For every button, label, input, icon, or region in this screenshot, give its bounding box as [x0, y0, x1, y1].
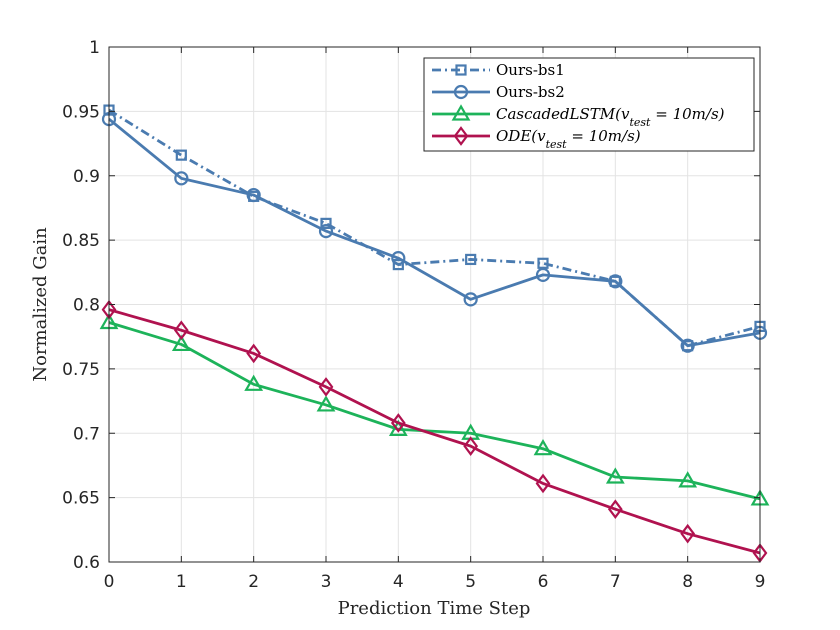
y-tick-label: 0.75	[62, 360, 100, 380]
x-tick-label: 2	[248, 572, 259, 592]
y-axis-label: Normalized Gain	[30, 227, 51, 382]
data-point	[680, 338, 695, 353]
series-3	[99, 312, 770, 506]
x-tick-label: 3	[321, 572, 332, 592]
data-point	[175, 149, 187, 161]
x-tick-label: 9	[755, 572, 766, 592]
y-tick-label: 0.9	[73, 167, 100, 187]
legend-marker	[453, 84, 469, 100]
series-line	[108, 108, 761, 348]
data-point	[174, 171, 189, 186]
x-tick-label: 4	[393, 572, 404, 592]
data-point	[390, 413, 406, 433]
data-point	[248, 190, 260, 202]
series-line	[108, 321, 761, 501]
axis-ticks: 0 1 2 3 4 5 6 7 8 9 0.6 0.65 0.7 0.75 0.8 0.85 0.9 0.95 1	[62, 38, 765, 592]
legend-marker	[451, 104, 471, 121]
x-tick-label: 8	[682, 572, 693, 592]
legend-entry: CascadedLSTM(vtest = 10m/s)	[432, 104, 725, 129]
y-tick-label: 0.65	[62, 489, 100, 509]
data-point	[316, 395, 336, 412]
data-point	[463, 292, 478, 307]
y-tick-label: 1	[89, 38, 100, 58]
x-tick-label: 1	[176, 572, 187, 592]
legend-label: Ours-bs2	[496, 83, 565, 101]
legend-marker	[455, 64, 467, 76]
data-point	[535, 473, 551, 494]
x-axis-label: Prediction Time Step	[338, 598, 531, 619]
x-tick-label: 5	[465, 572, 476, 592]
legend-label: Ours-bs1	[496, 61, 565, 79]
legend-label: CascadedLSTM(vtest = 10m/s)	[496, 105, 725, 129]
data-point	[388, 419, 408, 436]
data-point	[392, 258, 404, 271]
data-point	[678, 471, 698, 488]
y-tick-label: 0.6	[73, 553, 100, 573]
data-point	[318, 224, 334, 239]
legend: Ours-bs1 Ours-bs2 CascadedLSTM(vtest = 10m…	[423, 57, 755, 152]
data-point	[463, 436, 479, 456]
legend-entry: Ours-bs1	[432, 61, 565, 79]
data-point	[537, 257, 549, 269]
x-tick-label: 0	[104, 572, 115, 592]
data-point	[605, 467, 625, 484]
y-tick-label: 0.85	[62, 231, 100, 251]
data-point	[608, 274, 623, 289]
legend-entry: ODE(vtest = 10m/s)	[432, 126, 641, 151]
data-point	[607, 499, 623, 520]
data-point	[246, 343, 262, 364]
y-tick-label: 0.7	[73, 424, 100, 444]
data-point	[320, 217, 332, 229]
legend-entry: Ours-bs2	[432, 83, 565, 101]
legend-label: ODE(vtest = 10m/s)	[496, 127, 641, 151]
series-line	[108, 118, 761, 348]
y-tick-label: 0.8	[73, 296, 100, 316]
x-tick-label: 6	[538, 572, 549, 592]
data-point	[680, 523, 696, 544]
data-point	[465, 253, 477, 266]
data-point	[173, 320, 189, 341]
data-point	[533, 438, 553, 456]
data-point	[171, 334, 191, 352]
legend-marker	[453, 126, 469, 146]
data-point	[682, 340, 694, 352]
data-point	[318, 377, 334, 397]
series-layer	[99, 104, 770, 563]
data-point	[244, 374, 264, 391]
data-point	[609, 275, 621, 287]
y-tick-label: 0.95	[62, 102, 100, 122]
x-tick-label: 7	[610, 572, 621, 592]
series-line	[108, 308, 761, 555]
